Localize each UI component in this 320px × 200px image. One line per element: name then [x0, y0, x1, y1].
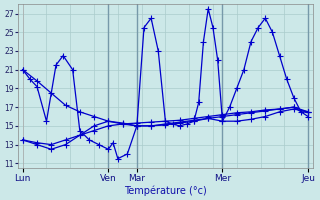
X-axis label: Température (°c): Température (°c): [124, 185, 207, 196]
